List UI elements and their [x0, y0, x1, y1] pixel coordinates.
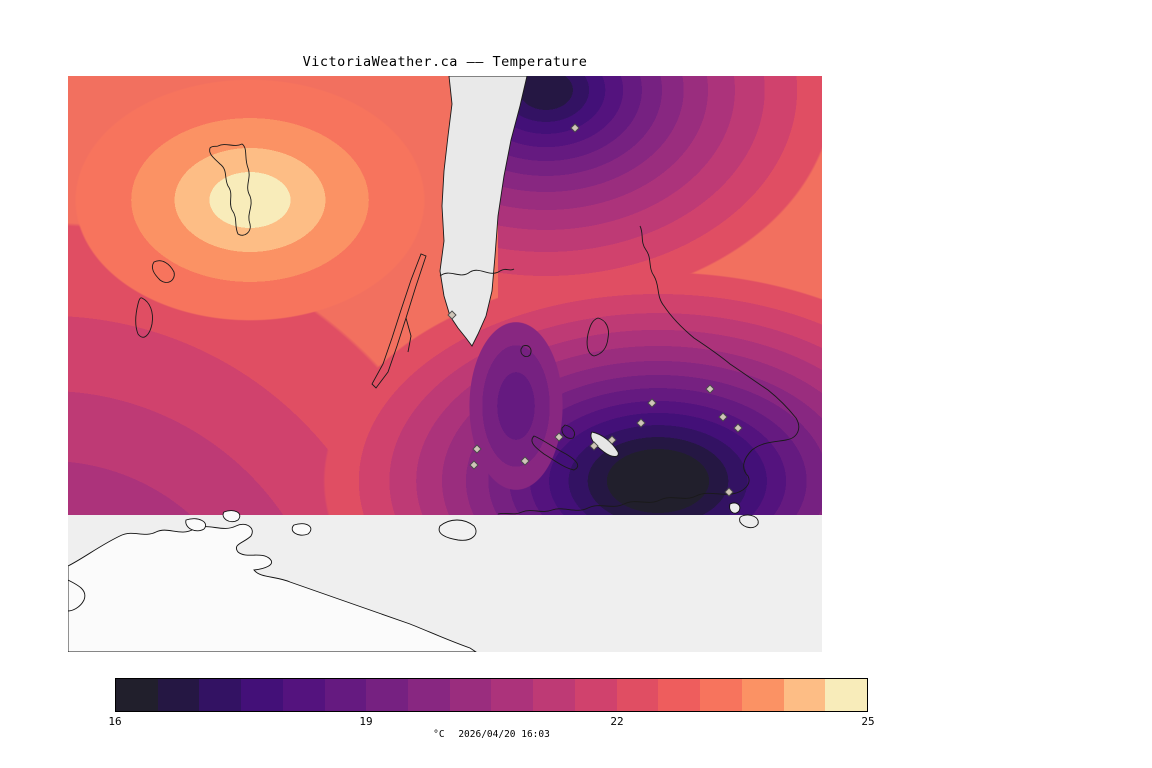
page-title: VictoriaWeather.ca —— Temperature: [302, 54, 588, 70]
island-outline: [151, 260, 175, 283]
station-marker-icon: [589, 441, 599, 451]
coast-piece: [68, 579, 86, 612]
station-marker-icon: [724, 487, 734, 497]
colorbar-segment: [449, 679, 492, 711]
station-marker-icon: [469, 460, 479, 470]
tick-label: 19: [359, 715, 373, 728]
colorbar-segment: [825, 679, 867, 711]
colorbar-segment: [324, 679, 367, 711]
harbour-coast: [561, 424, 576, 439]
island-outline: [739, 514, 759, 529]
unit-label: °C: [433, 729, 445, 740]
island-outline: [222, 510, 241, 523]
colorbar-segment: [241, 679, 283, 711]
tick-label: 16: [108, 715, 122, 728]
inlet-water: [439, 76, 528, 347]
colorbar-segment: [658, 679, 701, 711]
colorbar-segment: [282, 679, 325, 711]
colorbar-segment: [366, 679, 409, 711]
fjord-branch: [405, 317, 412, 353]
island-outline: [586, 317, 609, 357]
island-outline: [520, 345, 532, 358]
colorbar-segment: [700, 679, 742, 711]
colorbar-segment: [199, 679, 242, 711]
colorbar-segment: [533, 679, 575, 711]
colorbar-segment: [741, 679, 784, 711]
island-outline: [185, 518, 206, 532]
colorbar-caption: °C 2026/04/20 16:03: [115, 729, 868, 740]
colorbar-ticks: 16 19 22 25: [108, 715, 874, 729]
us-coastline: [68, 523, 477, 652]
colorbar-segment: [408, 679, 450, 711]
station-marker-icon: [705, 384, 715, 394]
temperature-map: [68, 76, 822, 652]
colorbar: [115, 678, 868, 712]
coast-segment: [439, 268, 515, 277]
coastline-layer: [135, 143, 800, 515]
station-marker-icon: [472, 444, 482, 454]
island-outline: [209, 143, 252, 236]
harbour-coast: [531, 435, 579, 471]
colorbar-segment: [783, 679, 826, 711]
island-outline: [135, 297, 153, 338]
colorbar-segment: [116, 679, 158, 711]
station-marker-icon: [570, 123, 580, 133]
station-marker-icon: [647, 398, 657, 408]
tick-label: 22: [610, 715, 624, 728]
station-marker-icon: [718, 412, 728, 422]
colorbar-segment: [157, 679, 200, 711]
peninsula-coast: [497, 225, 800, 515]
datetime-label: 2026/04/20 16:03: [458, 729, 550, 740]
station-marker-icon: [520, 456, 530, 466]
station-marker-icon: [447, 310, 457, 320]
island-outline: [729, 502, 741, 514]
tick-label: 25: [861, 715, 875, 728]
station-marker-icon: [607, 435, 617, 445]
island-outline: [438, 519, 477, 541]
lower-coastline-layer: [68, 502, 759, 652]
colorbar-segment: [574, 679, 617, 711]
station-layer: [447, 123, 743, 497]
colorbar-segment: [491, 679, 534, 711]
island-outline: [291, 523, 312, 536]
colorbar-segment: [616, 679, 659, 711]
station-marker-icon: [733, 423, 743, 433]
station-marker-icon: [554, 432, 564, 442]
station-marker-icon: [636, 418, 646, 428]
